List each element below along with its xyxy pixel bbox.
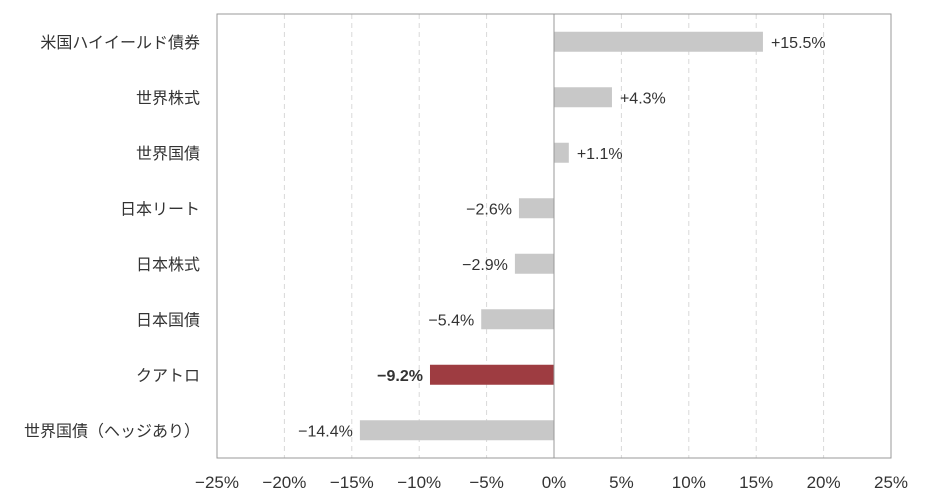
x-tick-label: 15% [739, 473, 773, 492]
data-label: −9.2% [377, 368, 423, 385]
data-label: −5.4% [428, 312, 474, 329]
category-label: 世界株式 [136, 88, 200, 107]
data-label: −2.9% [462, 257, 508, 274]
data-labels: +15.5% +4.3% +1.1% −2.6% −2.9% −5.4% −9.2% −14.… [298, 35, 825, 441]
bar [429, 364, 554, 385]
bar [554, 87, 612, 108]
x-tick-label: −25% [195, 473, 239, 492]
data-label: −14.4% [298, 423, 353, 440]
category-label: 日本株式 [136, 255, 200, 274]
x-tick-label: −10% [397, 473, 441, 492]
data-label: +1.1% [577, 146, 623, 163]
category-label: 世界国債 [136, 144, 200, 163]
bar [554, 31, 763, 52]
bar [554, 142, 569, 163]
x-tick-label: 10% [672, 473, 706, 492]
category-label: 世界国債（ヘッジあり） [24, 421, 200, 440]
bar [481, 309, 554, 330]
data-label: +4.3% [620, 90, 666, 107]
category-label: 日本国債 [136, 310, 200, 329]
x-tick-labels: −25% −20% −15% −10% −5% 0% 5% 10% 15% 20% 25% [195, 473, 908, 492]
category-label: 日本リート [120, 199, 200, 218]
category-labels: 米国ハイイールド債券世界株式世界国債日本リート日本株式日本国債クアトロ世界国債（… [24, 33, 200, 441]
category-label: 米国ハイイールド債券 [40, 33, 200, 52]
x-tick-label: −15% [330, 473, 374, 492]
data-label: +15.5% [771, 35, 826, 52]
category-label: クアトロ [136, 366, 200, 385]
x-tick-label: −5% [469, 473, 504, 492]
x-tick-label: 25% [874, 473, 908, 492]
bars [359, 31, 763, 441]
bar [359, 420, 554, 441]
x-tick-label: 5% [609, 473, 634, 492]
x-tick-label: 0% [542, 473, 567, 492]
data-label: −2.6% [466, 201, 512, 218]
bar [518, 198, 554, 219]
bar [514, 253, 554, 274]
x-tick-label: −20% [262, 473, 306, 492]
x-tick-label: 20% [807, 473, 841, 492]
